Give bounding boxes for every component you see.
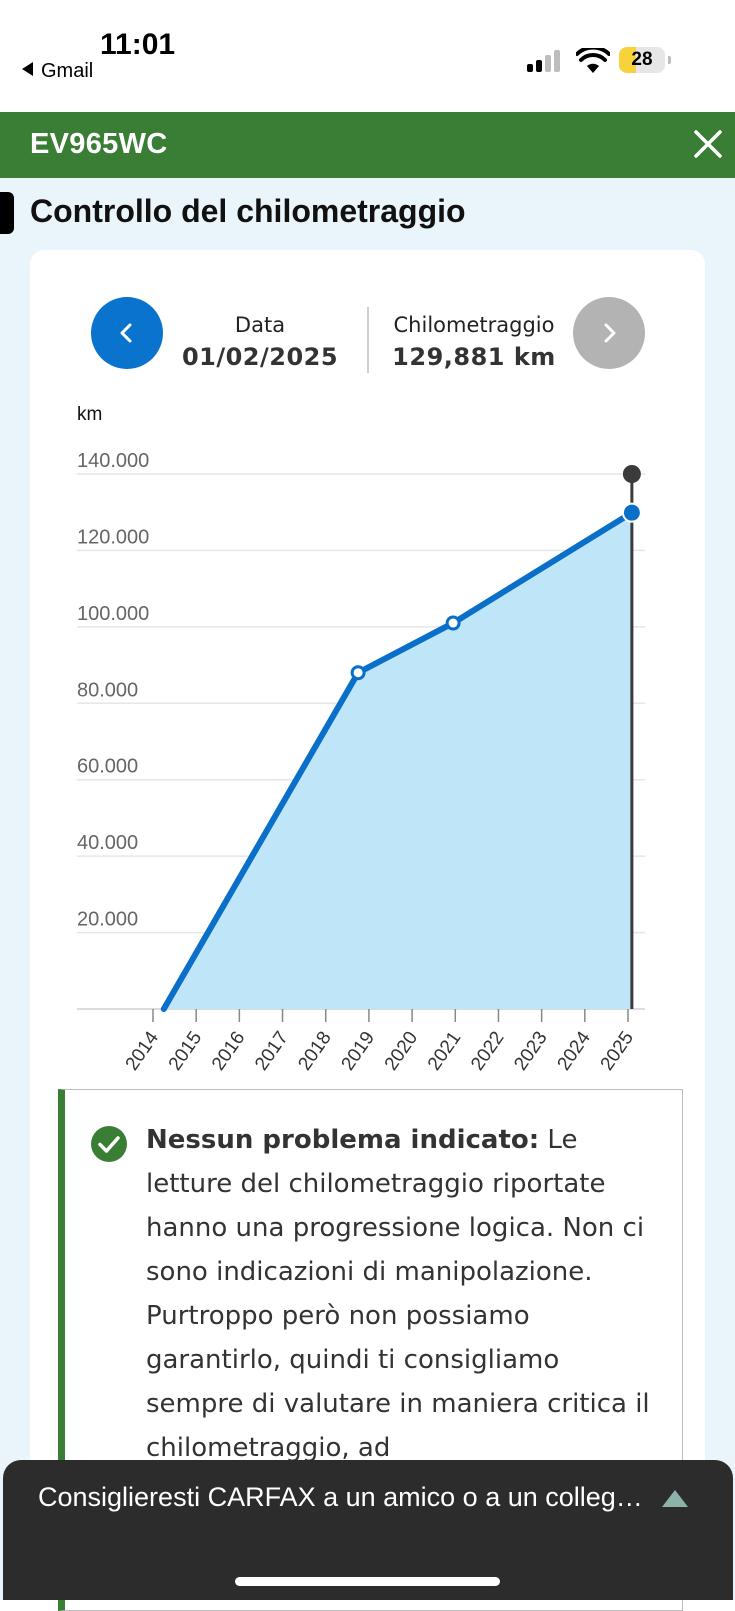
y-tick-label: 60.000 xyxy=(77,756,138,778)
check-circle-icon xyxy=(91,1126,127,1162)
date-label: Data xyxy=(234,313,286,337)
previous-reading-button[interactable] xyxy=(91,297,163,369)
x-tick-label: 2023 xyxy=(510,1028,551,1075)
x-tick-label: 2018 xyxy=(294,1028,335,1075)
section-title: Controllo del chilometraggio xyxy=(30,193,466,229)
mileage-line xyxy=(160,509,635,1012)
chevron-right-icon xyxy=(604,323,616,343)
chevron-left-icon xyxy=(120,323,132,343)
feedback-bottom-sheet[interactable] xyxy=(3,1460,733,1600)
back-to-app-link[interactable]: Gmail xyxy=(22,60,93,83)
y-tick-label: 100.000 xyxy=(77,603,149,625)
y-axis-label: km xyxy=(77,404,102,425)
y-tick-label: 20.000 xyxy=(77,909,138,931)
home-indicator xyxy=(235,1577,500,1586)
data-point xyxy=(445,615,461,631)
caret-up-icon[interactable] xyxy=(662,1490,688,1507)
date-value: 01/02/2025 xyxy=(181,343,339,371)
feedback-question[interactable]: Consiglieresti CARFAX a un amico o a un … xyxy=(38,1482,643,1512)
cellular-signal-icon xyxy=(527,50,563,72)
wifi-icon xyxy=(576,48,610,73)
data-point xyxy=(350,665,366,681)
x-tick-label: 2025 xyxy=(597,1028,638,1075)
y-tick-label: 80.000 xyxy=(77,679,138,701)
y-tick-label: 140.000 xyxy=(77,450,149,472)
mileage-label: Chilometraggio xyxy=(393,313,555,337)
status-time: 11:01 xyxy=(100,28,176,61)
y-tick-label: 120.000 xyxy=(77,526,149,548)
section-marker xyxy=(0,192,14,234)
x-tick-label: 2022 xyxy=(467,1028,508,1075)
x-tick-label: 2019 xyxy=(338,1028,379,1075)
x-tick-label: 2016 xyxy=(208,1028,249,1075)
alert-title: Nessun problema indicato: xyxy=(146,1125,540,1155)
x-tick-label: 2020 xyxy=(381,1028,422,1075)
close-icon[interactable] xyxy=(688,124,728,164)
license-plate-title: EV965WC xyxy=(30,128,168,160)
app-header: EV965WC xyxy=(0,112,735,178)
x-tick-label: 2017 xyxy=(251,1028,292,1075)
x-tick-label: 2021 xyxy=(424,1028,465,1075)
info-divider xyxy=(367,307,369,373)
mileage-area xyxy=(163,512,632,1009)
y-tick-label: 40.000 xyxy=(77,832,138,854)
mileage-chart: km 20.000 40.000 60.000 80.000 100.000 120.000… xyxy=(77,404,645,1075)
back-app-label: Gmail xyxy=(41,60,94,82)
x-tick-label: 2014 xyxy=(122,1027,164,1074)
selection-handle xyxy=(622,465,641,483)
next-reading-button[interactable] xyxy=(573,297,645,369)
battery-level: 28 xyxy=(631,49,653,70)
alert-message: Nessun problema indicato: Le letture del… xyxy=(146,1118,656,1470)
status-bar: 11:01 Gmail 28 xyxy=(0,0,735,112)
battery-icon: 28 xyxy=(619,47,671,73)
selected-data-point xyxy=(621,502,642,523)
mileage-value: 129,881 km xyxy=(392,343,556,371)
back-arrow-icon xyxy=(22,62,33,76)
x-tick-label: 2015 xyxy=(165,1028,206,1075)
alert-body: Le letture del chilometraggio riportate … xyxy=(146,1125,650,1463)
x-tick-label: 2024 xyxy=(553,1027,595,1074)
